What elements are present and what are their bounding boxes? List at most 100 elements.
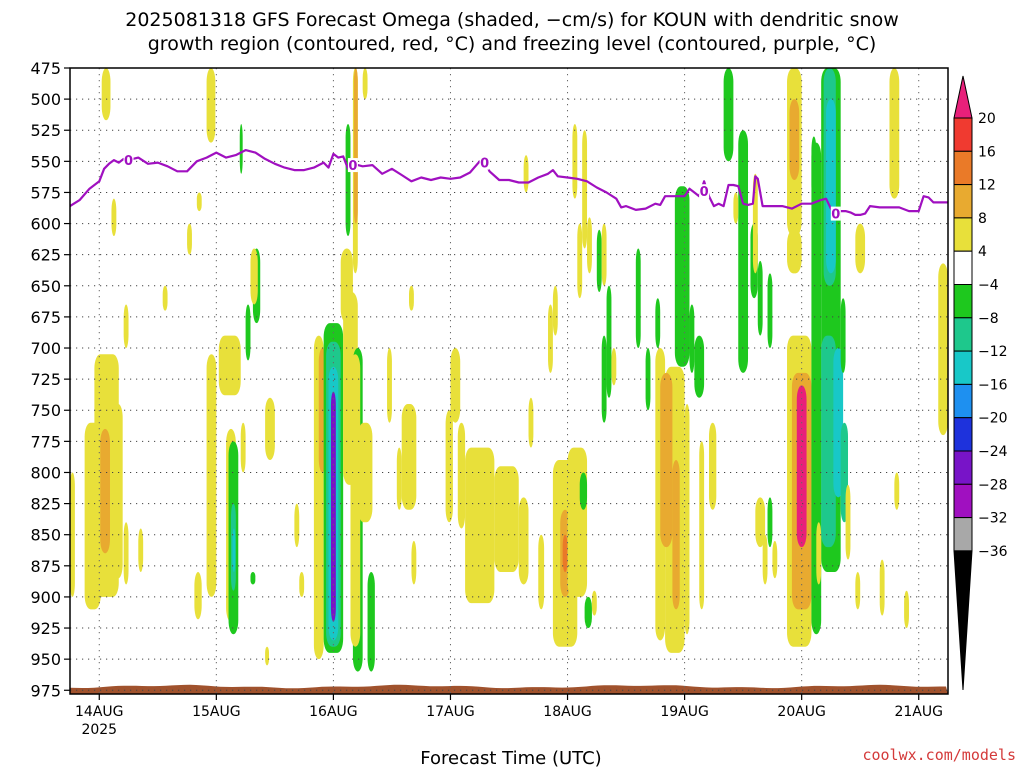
colorbar-segment-9 bbox=[953, 383, 973, 419]
colorbar-segment-6 bbox=[953, 284, 973, 319]
terrain-layer bbox=[70, 684, 948, 694]
freezing-level-label-bg-3 bbox=[699, 184, 710, 199]
omega-cell-10 bbox=[162, 285, 168, 311]
omega-cell-46 bbox=[299, 572, 305, 597]
title-line-2: growth region (contoured, red, °C) and f… bbox=[147, 33, 877, 55]
omega-cell-45 bbox=[294, 503, 300, 548]
omega-cell-63 bbox=[562, 534, 568, 573]
x-tick-label-1: 15AUG bbox=[192, 704, 241, 720]
omega-cell-115 bbox=[821, 335, 836, 548]
omega-cell-107 bbox=[787, 229, 802, 274]
omega-cell-37 bbox=[350, 354, 361, 647]
omega-cell-99 bbox=[755, 497, 766, 548]
omega-cell-13 bbox=[196, 192, 202, 212]
omega-cell-121 bbox=[845, 484, 851, 560]
omega-cell-8 bbox=[138, 528, 144, 573]
omega-cell-7 bbox=[123, 522, 129, 585]
omega-cell-48 bbox=[401, 404, 417, 510]
x-tick-label-3: 17AUG bbox=[426, 704, 475, 720]
freezing-level-label-4: 0 bbox=[831, 208, 840, 223]
y-tick-label-11: 750 bbox=[30, 401, 61, 420]
omega-cell-43 bbox=[345, 124, 351, 237]
omega-cell-92 bbox=[723, 68, 734, 162]
y-tick-label-15: 850 bbox=[30, 526, 61, 545]
omega-cell-69 bbox=[552, 285, 558, 336]
omega-cell-68 bbox=[548, 304, 553, 373]
watermark: coolwx.com/models bbox=[862, 746, 1016, 764]
freezing-level-layer: 0 0 0 0 0 bbox=[70, 149, 948, 223]
colorbar-label-3: 8 bbox=[978, 211, 987, 227]
colorbar-label-13: −36 bbox=[978, 544, 1008, 560]
colorbar-label-5: −4 bbox=[978, 278, 999, 294]
y-tick-label-10: 725 bbox=[30, 370, 61, 389]
omega-cell-106 bbox=[789, 99, 800, 181]
omega-cell-5 bbox=[100, 428, 110, 554]
omega-cell-16 bbox=[218, 335, 241, 396]
title-line-1: 2025081318 GFS Forecast Omega (shaded, −… bbox=[125, 9, 899, 31]
colorbar-label-2: 12 bbox=[978, 178, 996, 194]
y-tick-label-16: 875 bbox=[30, 557, 61, 576]
omega-cell-72 bbox=[587, 217, 592, 274]
x-tick-label-4: 18AUG bbox=[543, 704, 592, 720]
omega-cell-12 bbox=[187, 223, 192, 255]
y-tick-label-6: 625 bbox=[30, 246, 61, 265]
omega-cell-1 bbox=[206, 68, 216, 143]
omega-cell-28 bbox=[239, 124, 243, 174]
omega-cell-58 bbox=[528, 397, 534, 448]
omega-cell-59 bbox=[523, 155, 529, 193]
freezing-level-label-bg-0 bbox=[123, 153, 134, 168]
omega-cell-55 bbox=[465, 447, 495, 604]
colorbar-segment-2 bbox=[953, 150, 973, 186]
omega-cell-74 bbox=[596, 229, 602, 293]
omega-cell-86 bbox=[684, 404, 690, 635]
x-axis-label: Forecast Time (UTC) bbox=[420, 748, 601, 768]
x-tick-label-6: 20AUG bbox=[777, 704, 826, 720]
y-tick-label-8: 675 bbox=[30, 308, 61, 327]
omega-cell-120 bbox=[816, 522, 822, 585]
x-tick-label-7: 21AUG bbox=[894, 704, 943, 720]
omega-cell-9 bbox=[123, 304, 129, 349]
omega-cell-53 bbox=[457, 422, 466, 529]
omega-cell-103 bbox=[772, 540, 778, 579]
y-tick-label-1: 500 bbox=[30, 90, 61, 109]
colorbar-segment-3 bbox=[953, 184, 973, 219]
x-tick-label-5: 19AUG bbox=[660, 704, 709, 720]
x-tick-label-2: 16AUG bbox=[309, 704, 358, 720]
terrain-surface bbox=[70, 684, 948, 694]
y-tick-label-7: 650 bbox=[30, 277, 61, 296]
omega-cell-127 bbox=[889, 68, 900, 199]
omega-cell-50 bbox=[396, 447, 402, 510]
omega-cell-24 bbox=[250, 248, 258, 305]
omega-cell-71 bbox=[582, 130, 588, 249]
omega-cell-49 bbox=[411, 540, 417, 585]
omega-cell-20 bbox=[232, 528, 236, 573]
omega-cell-25 bbox=[265, 397, 275, 461]
freezing-level-label-bg-1 bbox=[347, 158, 358, 173]
omega-cell-44 bbox=[367, 572, 375, 672]
y-tick-label-19: 950 bbox=[30, 650, 61, 669]
colorbar-label-4: 4 bbox=[978, 244, 987, 260]
omega-cell-21 bbox=[245, 304, 251, 361]
omega-cell-42 bbox=[362, 68, 368, 100]
omega-cell-119 bbox=[840, 298, 846, 373]
y-tick-label-4: 575 bbox=[30, 183, 61, 202]
x-tick-sublabel-0: 2025 bbox=[81, 722, 117, 738]
omega-cell-97 bbox=[733, 192, 739, 224]
colorbar-segment-1 bbox=[953, 117, 973, 152]
omega-cell-129 bbox=[811, 136, 817, 199]
omega-cell-27 bbox=[265, 646, 270, 666]
freezing-level-label-1: 0 bbox=[348, 159, 357, 174]
omega-cell-116 bbox=[826, 99, 836, 274]
y-tick-label-5: 600 bbox=[30, 215, 61, 234]
omega-cell-81 bbox=[655, 298, 661, 349]
y-tick-label-17: 900 bbox=[30, 588, 61, 607]
omega-cell-91 bbox=[694, 335, 705, 398]
axes-layer: 475 500 525 550 575 600 625 650 675 700 725 750 775 8… bbox=[30, 59, 949, 768]
omega-cell-123 bbox=[855, 572, 861, 610]
colorbar-segment-4 bbox=[953, 217, 973, 252]
freezing-level-label-3: 0 bbox=[700, 185, 709, 200]
colorbar-bottom-triangle bbox=[953, 550, 973, 691]
omega-cell-73 bbox=[577, 223, 583, 299]
omega-cell-100 bbox=[762, 534, 768, 585]
y-tick-label-14: 825 bbox=[30, 495, 61, 514]
